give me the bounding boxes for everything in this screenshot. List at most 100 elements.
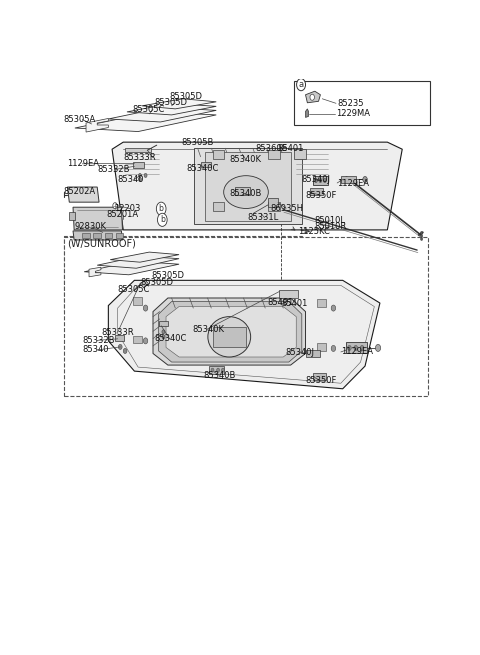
Circle shape	[360, 345, 364, 350]
Circle shape	[375, 345, 381, 352]
Bar	[235, 187, 250, 195]
Circle shape	[139, 178, 142, 181]
Circle shape	[139, 174, 142, 178]
Bar	[347, 343, 367, 354]
Text: 85340: 85340	[118, 175, 144, 184]
Bar	[313, 373, 326, 380]
Bar	[202, 162, 211, 167]
Circle shape	[211, 368, 214, 372]
Text: a: a	[299, 80, 304, 89]
Text: 85340C: 85340C	[186, 164, 219, 173]
Text: 85350F: 85350F	[305, 191, 337, 200]
Circle shape	[157, 214, 167, 227]
Polygon shape	[305, 350, 321, 357]
Polygon shape	[86, 119, 108, 132]
Polygon shape	[67, 187, 99, 202]
Text: 85333R: 85333R	[123, 153, 156, 162]
Polygon shape	[73, 207, 122, 230]
Text: (W/SUNROOF): (W/SUNROOF)	[67, 238, 136, 248]
Text: 85305B: 85305B	[181, 138, 213, 147]
Text: 85340B: 85340B	[229, 189, 262, 198]
Circle shape	[113, 202, 117, 209]
Circle shape	[123, 348, 127, 354]
Polygon shape	[194, 148, 302, 224]
Circle shape	[144, 174, 147, 178]
Text: 85305D: 85305D	[170, 92, 203, 102]
Bar	[64, 238, 428, 396]
Text: 85202A: 85202A	[64, 187, 96, 196]
Text: 85235: 85235	[337, 99, 364, 108]
Polygon shape	[108, 107, 216, 122]
Polygon shape	[142, 99, 216, 109]
Circle shape	[363, 176, 367, 183]
Polygon shape	[205, 152, 290, 221]
Text: 85010R: 85010R	[315, 222, 347, 231]
Polygon shape	[279, 290, 298, 298]
Polygon shape	[305, 91, 321, 103]
Text: 85305C: 85305C	[132, 105, 165, 114]
Polygon shape	[110, 252, 179, 262]
Text: 85401: 85401	[267, 298, 294, 307]
Bar	[132, 297, 142, 305]
Polygon shape	[73, 231, 122, 240]
Text: 85340B: 85340B	[203, 371, 236, 380]
Circle shape	[162, 335, 165, 339]
Circle shape	[324, 178, 326, 183]
Circle shape	[348, 345, 351, 350]
Text: 85332B: 85332B	[83, 336, 115, 345]
Polygon shape	[294, 149, 305, 159]
Text: 85305D: 85305D	[151, 271, 184, 280]
Text: 12203: 12203	[114, 204, 140, 214]
Bar	[294, 81, 430, 125]
Bar	[341, 176, 356, 183]
Circle shape	[331, 305, 336, 311]
Ellipse shape	[208, 316, 251, 357]
Text: 85305D: 85305D	[155, 98, 188, 107]
Bar	[105, 233, 112, 238]
Bar	[158, 321, 168, 326]
Text: 85340K: 85340K	[192, 325, 224, 334]
Polygon shape	[140, 280, 148, 288]
Bar	[132, 162, 144, 168]
Text: 85340J: 85340J	[301, 175, 330, 184]
Text: 85201A: 85201A	[107, 210, 139, 219]
Bar	[209, 366, 224, 373]
Circle shape	[162, 329, 165, 334]
Polygon shape	[158, 301, 302, 362]
Circle shape	[420, 238, 423, 240]
Bar	[94, 233, 101, 238]
Text: 85340J: 85340J	[285, 348, 314, 357]
Bar	[268, 150, 280, 159]
Text: 85331L: 85331L	[248, 214, 279, 222]
Bar	[64, 236, 302, 310]
Bar	[310, 188, 323, 195]
Polygon shape	[166, 307, 296, 357]
Polygon shape	[75, 112, 216, 132]
Text: 85010L: 85010L	[315, 216, 346, 225]
Circle shape	[331, 345, 336, 352]
Bar	[213, 150, 225, 159]
Text: 85340C: 85340C	[155, 334, 187, 343]
Bar	[268, 202, 280, 211]
Text: 85305C: 85305C	[118, 285, 150, 294]
Text: 1129EA: 1129EA	[337, 179, 369, 187]
Text: 1229MA: 1229MA	[336, 109, 370, 119]
Circle shape	[156, 202, 166, 215]
Polygon shape	[127, 103, 216, 115]
Text: 85401: 85401	[281, 299, 308, 308]
Text: 1129EA: 1129EA	[67, 159, 99, 168]
Bar	[83, 233, 90, 238]
Bar	[116, 233, 123, 238]
Polygon shape	[313, 176, 328, 185]
Text: 85333R: 85333R	[101, 328, 133, 337]
Ellipse shape	[224, 176, 268, 208]
Text: b: b	[159, 204, 164, 214]
Bar	[132, 336, 142, 343]
Circle shape	[314, 178, 317, 183]
Text: 85305A: 85305A	[64, 115, 96, 124]
Bar	[115, 335, 124, 341]
Circle shape	[221, 368, 225, 372]
Text: 86935H: 86935H	[270, 204, 303, 213]
Text: 85401: 85401	[277, 143, 304, 153]
Circle shape	[310, 94, 314, 100]
